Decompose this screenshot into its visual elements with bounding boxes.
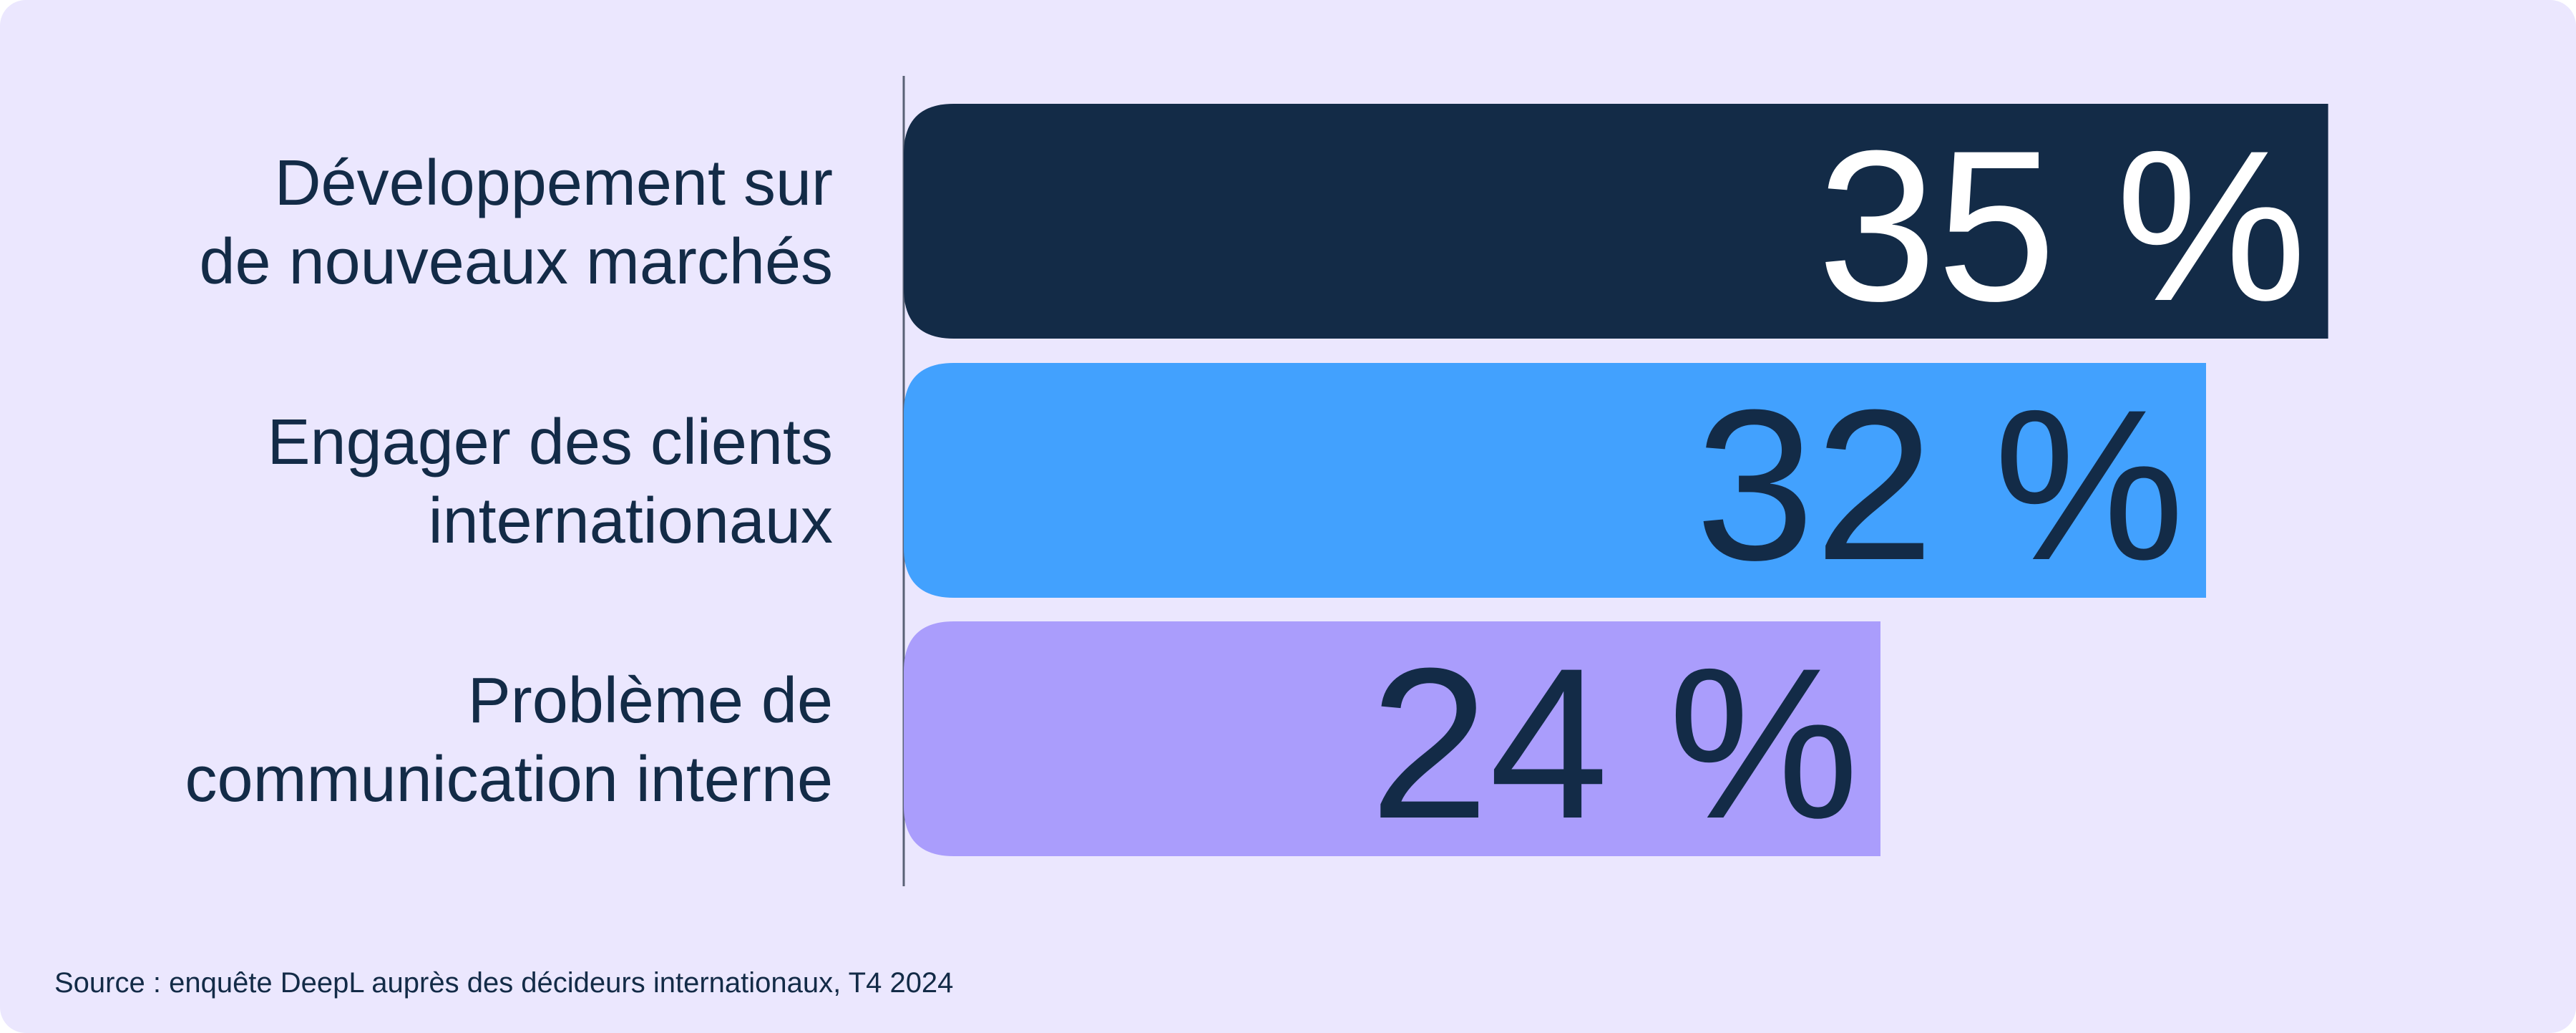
source-note: Source : enquête DeepL auprès des décide… (54, 967, 953, 999)
bar (904, 621, 1880, 856)
bar (904, 363, 2206, 598)
category-label: Développement sur de nouveaux marchés (199, 147, 833, 298)
value-label: 24 % (1370, 623, 1859, 863)
value-label: 35 % (1818, 105, 2307, 346)
category-label: Engager des clients internationaux (268, 407, 834, 557)
bar (904, 104, 2328, 339)
value-label: 32 % (1695, 364, 2185, 605)
category-label: Problème de communication interne (185, 665, 833, 815)
